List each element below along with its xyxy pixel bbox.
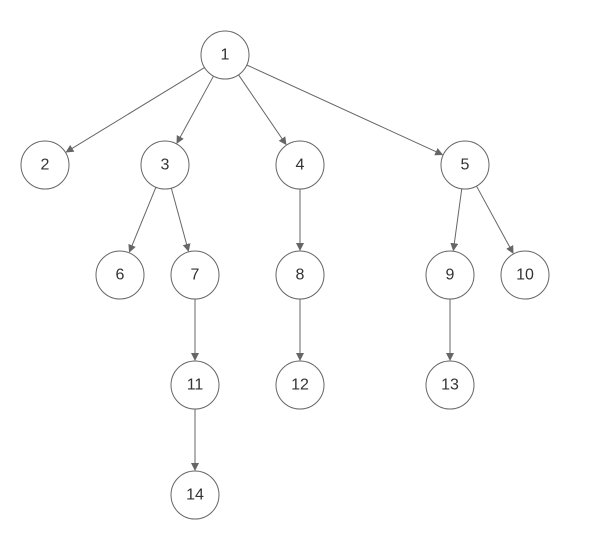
node-13: 13 bbox=[426, 361, 474, 409]
node-label-1: 1 bbox=[221, 47, 230, 64]
node-label-10: 10 bbox=[516, 267, 534, 284]
edge-n3-n6 bbox=[129, 187, 155, 252]
node-label-9: 9 bbox=[446, 267, 455, 284]
node-11: 11 bbox=[171, 361, 219, 409]
edge-n5-n10 bbox=[476, 186, 513, 253]
node-1: 1 bbox=[201, 31, 249, 79]
node-14: 14 bbox=[171, 471, 219, 519]
node-12: 12 bbox=[276, 361, 324, 409]
node-6: 6 bbox=[96, 251, 144, 299]
node-4: 4 bbox=[276, 141, 324, 189]
edge-n3-n7 bbox=[171, 188, 188, 251]
node-label-8: 8 bbox=[296, 267, 305, 284]
node-label-2: 2 bbox=[41, 157, 50, 174]
node-8: 8 bbox=[276, 251, 324, 299]
nodes-group: 1234567891011121314 bbox=[21, 31, 549, 519]
node-label-6: 6 bbox=[116, 267, 125, 284]
edge-n1-n3 bbox=[177, 76, 214, 143]
node-label-11: 11 bbox=[187, 377, 204, 394]
edge-n1-n4 bbox=[239, 75, 286, 145]
node-10: 10 bbox=[501, 251, 549, 299]
node-label-12: 12 bbox=[291, 377, 309, 394]
node-label-7: 7 bbox=[191, 267, 200, 284]
node-3: 3 bbox=[141, 141, 189, 189]
node-9: 9 bbox=[426, 251, 474, 299]
node-5: 5 bbox=[441, 141, 489, 189]
edge-n5-n9 bbox=[453, 189, 461, 250]
node-7: 7 bbox=[171, 251, 219, 299]
node-label-14: 14 bbox=[186, 487, 204, 504]
node-label-13: 13 bbox=[441, 377, 459, 394]
edge-n1-n2 bbox=[66, 68, 204, 152]
node-label-4: 4 bbox=[296, 157, 305, 174]
tree-diagram: 1234567891011121314 bbox=[0, 0, 596, 541]
node-label-3: 3 bbox=[161, 157, 170, 174]
tree-svg: 1234567891011121314 bbox=[0, 0, 596, 541]
node-label-5: 5 bbox=[461, 157, 470, 174]
edge-n1-n5 bbox=[247, 65, 442, 155]
node-2: 2 bbox=[21, 141, 69, 189]
